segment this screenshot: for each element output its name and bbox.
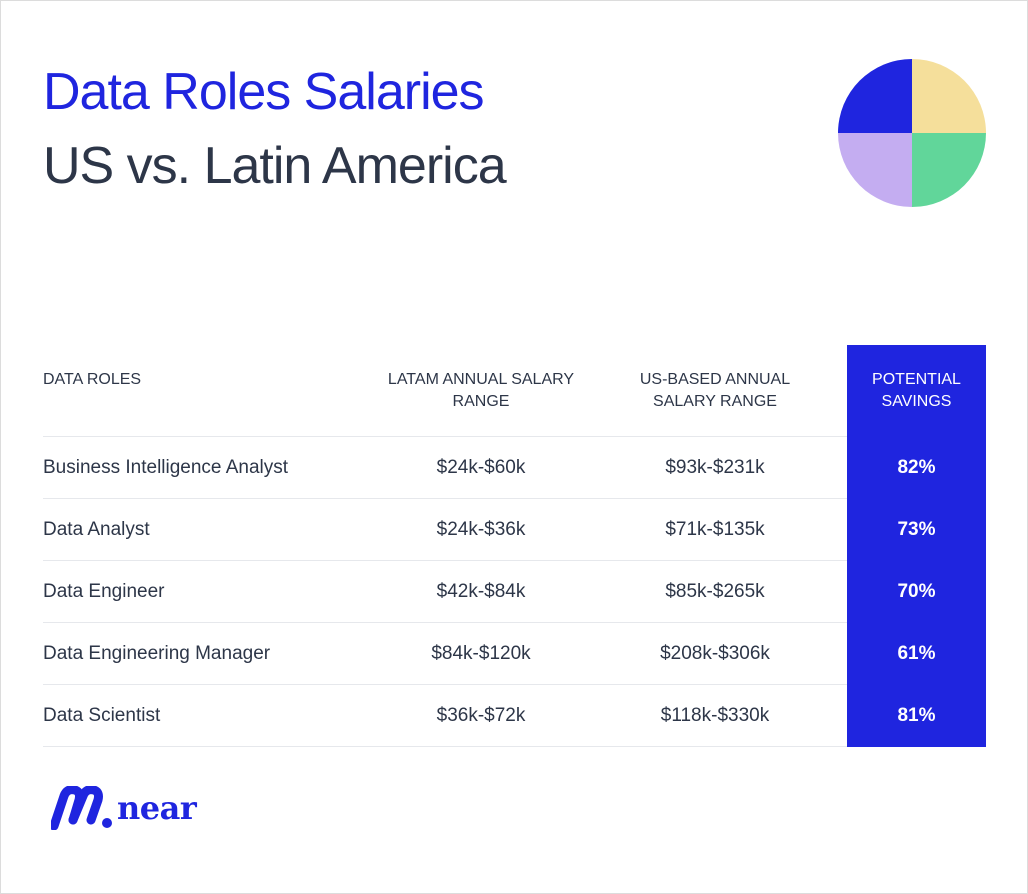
header-us-line1: US-BASED ANNUAL — [639, 371, 791, 388]
header-savings-line2: SAVINGS — [881, 393, 952, 410]
row-divider — [43, 746, 847, 747]
table-row: Data Scientist $36k-$72k $118k-$330k 81% — [43, 685, 986, 747]
role-cell: Data Scientist — [43, 705, 161, 726]
us-salary-cell: $208k-$306k — [660, 643, 770, 664]
savings-cell: 70% — [897, 581, 936, 602]
header-savings-line1: POTENTIAL — [872, 371, 961, 388]
latam-salary-cell: $36k-$72k — [436, 705, 526, 726]
savings-cell: 73% — [897, 519, 936, 540]
header-divider-row — [43, 375, 986, 437]
role-cell: Data Engineer — [43, 581, 165, 602]
table-row: Data Analyst $24k-$36k $71k-$135k 73% — [43, 499, 986, 561]
role-cell: Data Engineering Manager — [43, 643, 271, 664]
row-divider — [43, 684, 847, 685]
salary-table: DATA ROLES LATAM ANNUAL SALARY RANGE US-… — [43, 345, 986, 748]
us-salary-cell: $85k-$265k — [665, 581, 765, 602]
header-us-salary: US-BASED ANNUAL SALARY RANGE — [595, 369, 835, 413]
header-us-line2: SALARY RANGE — [653, 393, 777, 410]
us-salary-cell: $118k-$330k — [660, 705, 770, 726]
near-logo-icon — [51, 786, 112, 830]
row-divider — [43, 560, 847, 561]
table-row: Business Intelligence Analyst $24k-$60k … — [43, 437, 986, 499]
page-subtitle: US vs. Latin America — [43, 137, 507, 195]
header-latam-salary: LATAM ANNUAL SALARY RANGE — [361, 369, 601, 413]
row-divider — [43, 498, 847, 499]
page-title: Data Roles Salaries — [43, 63, 485, 121]
role-cell: Data Analyst — [43, 519, 150, 540]
latam-salary-cell: $42k-$84k — [436, 581, 526, 602]
savings-cell: 82% — [897, 457, 936, 478]
us-salary-cell: $71k-$135k — [665, 519, 765, 540]
table-row: Data Engineering Manager $84k-$120k $208… — [43, 623, 986, 685]
quadrant-pie-icon — [838, 59, 986, 207]
us-salary-cell: $93k-$231k — [665, 457, 765, 478]
header-latam-line1: LATAM ANNUAL SALARY — [387, 371, 575, 388]
brand-name: near — [117, 789, 197, 827]
header-potential-savings: POTENTIAL SAVINGS — [847, 369, 986, 413]
brand-logo: near — [51, 786, 197, 830]
savings-cell: 61% — [897, 643, 936, 664]
header-latam-line2: RANGE — [452, 393, 510, 410]
header-role-label: DATA ROLES — [43, 371, 142, 388]
table-row: Data Engineer $42k-$84k $85k-$265k 70% — [43, 561, 986, 623]
row-divider — [43, 622, 847, 623]
latam-salary-cell: $84k-$120k — [431, 643, 531, 664]
row-divider — [43, 436, 847, 437]
role-cell: Business Intelligence Analyst — [43, 457, 289, 478]
header-data-roles: DATA ROLES — [43, 369, 141, 391]
latam-salary-cell: $24k-$60k — [436, 457, 526, 478]
latam-salary-cell: $24k-$36k — [436, 519, 526, 540]
savings-column-highlight — [847, 345, 986, 747]
savings-cell: 81% — [897, 705, 936, 726]
